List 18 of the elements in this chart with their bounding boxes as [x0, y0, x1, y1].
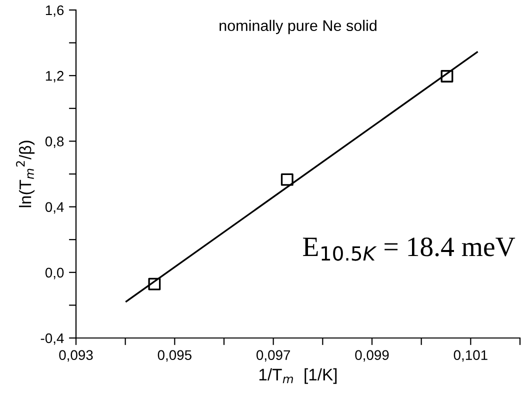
x-tick-label: 0,101 — [454, 350, 488, 362]
point — [148, 278, 161, 290]
y-tick-label: 0,4 — [45, 202, 64, 214]
y-tick-label: 0,8 — [45, 136, 64, 148]
y-tick-label: 1,6 — [46, 5, 64, 17]
y-tick-label: 0,0 — [45, 268, 64, 280]
x-tick-label: 0,099 — [355, 350, 389, 362]
point — [440, 70, 454, 82]
x-tick-label: 0,095 — [158, 350, 192, 362]
x-tick-label: 0,093 — [59, 350, 93, 362]
annotation: E$_{10.5K}$ = 18.4 meV — [303, 238, 516, 261]
y-tick-label: 1,2 — [46, 70, 64, 82]
y-tick-label: -0,4 — [40, 333, 64, 345]
point — [280, 173, 294, 186]
y-axis-title: ln(T$_{m}$$^{2}$/β) — [16, 140, 35, 208]
text: nominally pure Ne solid — [220, 20, 376, 34]
x-axis-title: 1/T$_{m}$ [1/K] — [259, 368, 337, 384]
x-tick-label: 0,097 — [256, 350, 290, 362]
